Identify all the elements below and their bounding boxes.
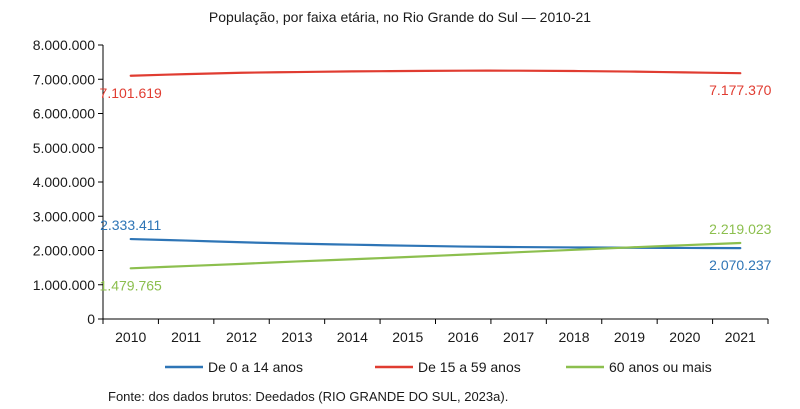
y-tick-label: 0 bbox=[87, 311, 95, 327]
x-tick-label: 2011 bbox=[171, 329, 201, 345]
x-tick-label: 2019 bbox=[614, 329, 645, 345]
legend: De 0 a 14 anos De 15 a 59 anos 60 anos ou … bbox=[165, 359, 712, 375]
x-tick-label: 2016 bbox=[448, 329, 479, 345]
axes bbox=[98, 44, 769, 324]
x-tick-label: 2013 bbox=[281, 329, 312, 345]
source-note: Fonte: dos dados brutos: Deedados (RIO G… bbox=[108, 389, 508, 404]
x-tick-label: 2010 bbox=[115, 329, 146, 345]
x-tick-label: 2021 bbox=[725, 329, 756, 345]
y-tick-label: 4.000.000 bbox=[33, 174, 95, 190]
data-label: 2.333.411 bbox=[100, 217, 161, 233]
legend-label-1: De 15 a 59 anos bbox=[418, 359, 521, 375]
x-tick-label: 2015 bbox=[392, 329, 423, 345]
chart-title: População, por faixa etária, no Rio Gran… bbox=[209, 9, 591, 25]
data-label: 2.219.023 bbox=[709, 221, 771, 237]
y-tick-label: 2.000.000 bbox=[33, 243, 95, 259]
y-tick-label: 8.000.000 bbox=[33, 37, 95, 53]
x-tick-label: 2014 bbox=[337, 329, 368, 345]
x-tick-label: 2018 bbox=[558, 329, 589, 345]
x-tick-label: 2017 bbox=[503, 329, 534, 345]
series-line-1 bbox=[129, 69, 742, 77]
y-tick-label: 3.000.000 bbox=[33, 208, 95, 224]
tick-labels: 0 1.000.000 2.000.000 3.000.000 4.000.000 5.0… bbox=[33, 37, 756, 345]
y-tick-label: 1.000.000 bbox=[33, 277, 95, 293]
legend-label-0: De 0 a 14 anos bbox=[208, 359, 303, 375]
legend-label-2: 60 anos ou mais bbox=[609, 359, 712, 375]
data-label: 7.101.619 bbox=[100, 85, 162, 101]
series-line-2 bbox=[129, 241, 742, 270]
y-tick-label: 7.000.000 bbox=[33, 71, 95, 87]
data-labels: 2.333.411 2.070.237 7.101.619 7.177.370 1.47… bbox=[100, 82, 772, 293]
data-label: 7.177.370 bbox=[709, 82, 771, 98]
y-tick-label: 5.000.000 bbox=[33, 140, 95, 156]
data-label: 1.479.765 bbox=[100, 277, 162, 293]
x-tick-label: 2020 bbox=[669, 329, 700, 345]
y-tick-label: 6.000.000 bbox=[33, 106, 95, 122]
x-tick-label: 2012 bbox=[226, 329, 257, 345]
series-lines bbox=[129, 69, 742, 270]
data-label: 2.070.237 bbox=[709, 257, 771, 273]
